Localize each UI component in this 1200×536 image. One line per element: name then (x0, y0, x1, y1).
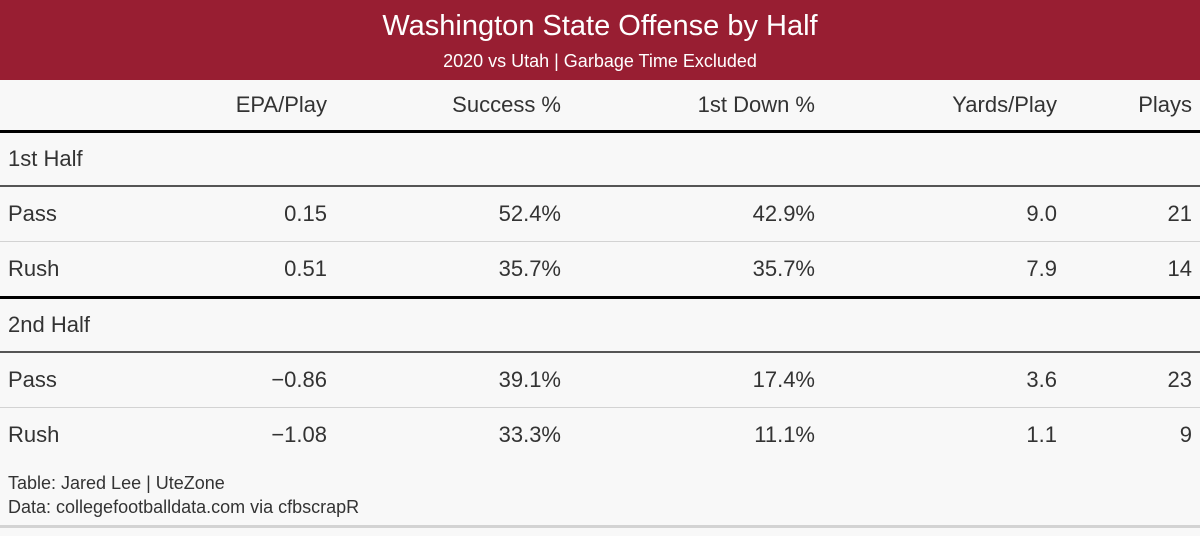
yards-cell: 1.1 (1026, 422, 1057, 447)
first-down-cell: 42.9% (569, 186, 823, 242)
column-header-plays: Plays (1138, 92, 1192, 117)
table-row: Rush 0.51 35.7% 35.7% 7.9 14 (0, 242, 1200, 298)
table-header: Washington State Offense by Half 2020 vs… (0, 0, 1200, 80)
plays-cell: 14 (1167, 256, 1192, 281)
table-subtitle: 2020 vs Utah | Garbage Time Excluded (443, 51, 757, 71)
column-header-row: EPA/Play Success % 1st Down % Yards/Play… (0, 80, 1200, 132)
success-cell: 52.4% (335, 186, 569, 242)
first-down-cell: 35.7% (752, 256, 815, 281)
group-row: 1st Half (0, 131, 1200, 187)
plays-cell: 9 (1179, 422, 1192, 447)
success-cell: 35.7% (498, 256, 561, 281)
first-down-cell: 11.1% (754, 422, 815, 447)
row-label: Rush (8, 256, 60, 281)
plays-cell: 21 (1065, 186, 1200, 242)
row-label: Rush (8, 422, 60, 447)
yards-cell: 7.9 (1026, 256, 1057, 281)
column-header-first-down: 1st Down % (697, 92, 815, 117)
yards-cell: 3.6 (823, 352, 1065, 408)
first-down-cell: 17.4% (569, 352, 823, 408)
row-label: Pass (0, 186, 150, 242)
column-header-success: Success % (452, 92, 561, 117)
epa-cell: 0.15 (150, 186, 335, 242)
table-footer: Table: Jared Lee | UteZone Data: college… (0, 462, 1200, 528)
table-row: Pass 0.15 52.4% 42.9% 9.0 21 (0, 186, 1200, 242)
table-title: Washington State Offense by Half (382, 10, 818, 42)
success-cell: 33.3% (498, 422, 561, 447)
epa-cell: 0.51 (284, 256, 327, 281)
epa-cell: −0.86 (150, 352, 335, 408)
epa-cell: −1.08 (271, 422, 327, 447)
table-row: Rush −1.08 33.3% 11.1% 1.1 9 (0, 408, 1200, 463)
source-credit: Table: Jared Lee | UteZone (8, 473, 225, 493)
column-header-epa: EPA/Play (235, 92, 327, 117)
success-cell: 39.1% (335, 352, 569, 408)
group-label: 1st Half (0, 131, 1200, 187)
column-header-yards: Yards/Play (952, 92, 1057, 117)
plays-cell: 23 (1065, 352, 1200, 408)
column-header-stub (0, 80, 150, 132)
row-label: Pass (0, 352, 150, 408)
group-row: 2nd Half (0, 297, 1200, 353)
data-source: Data: collegefootballdata.com via cfbscr… (8, 497, 360, 517)
table-row: Pass −0.86 39.1% 17.4% 3.6 23 (0, 352, 1200, 408)
group-label: 2nd Half (0, 297, 1200, 353)
stats-table: EPA/Play Success % 1st Down % Yards/Play… (0, 80, 1200, 462)
yards-cell: 9.0 (823, 186, 1065, 242)
